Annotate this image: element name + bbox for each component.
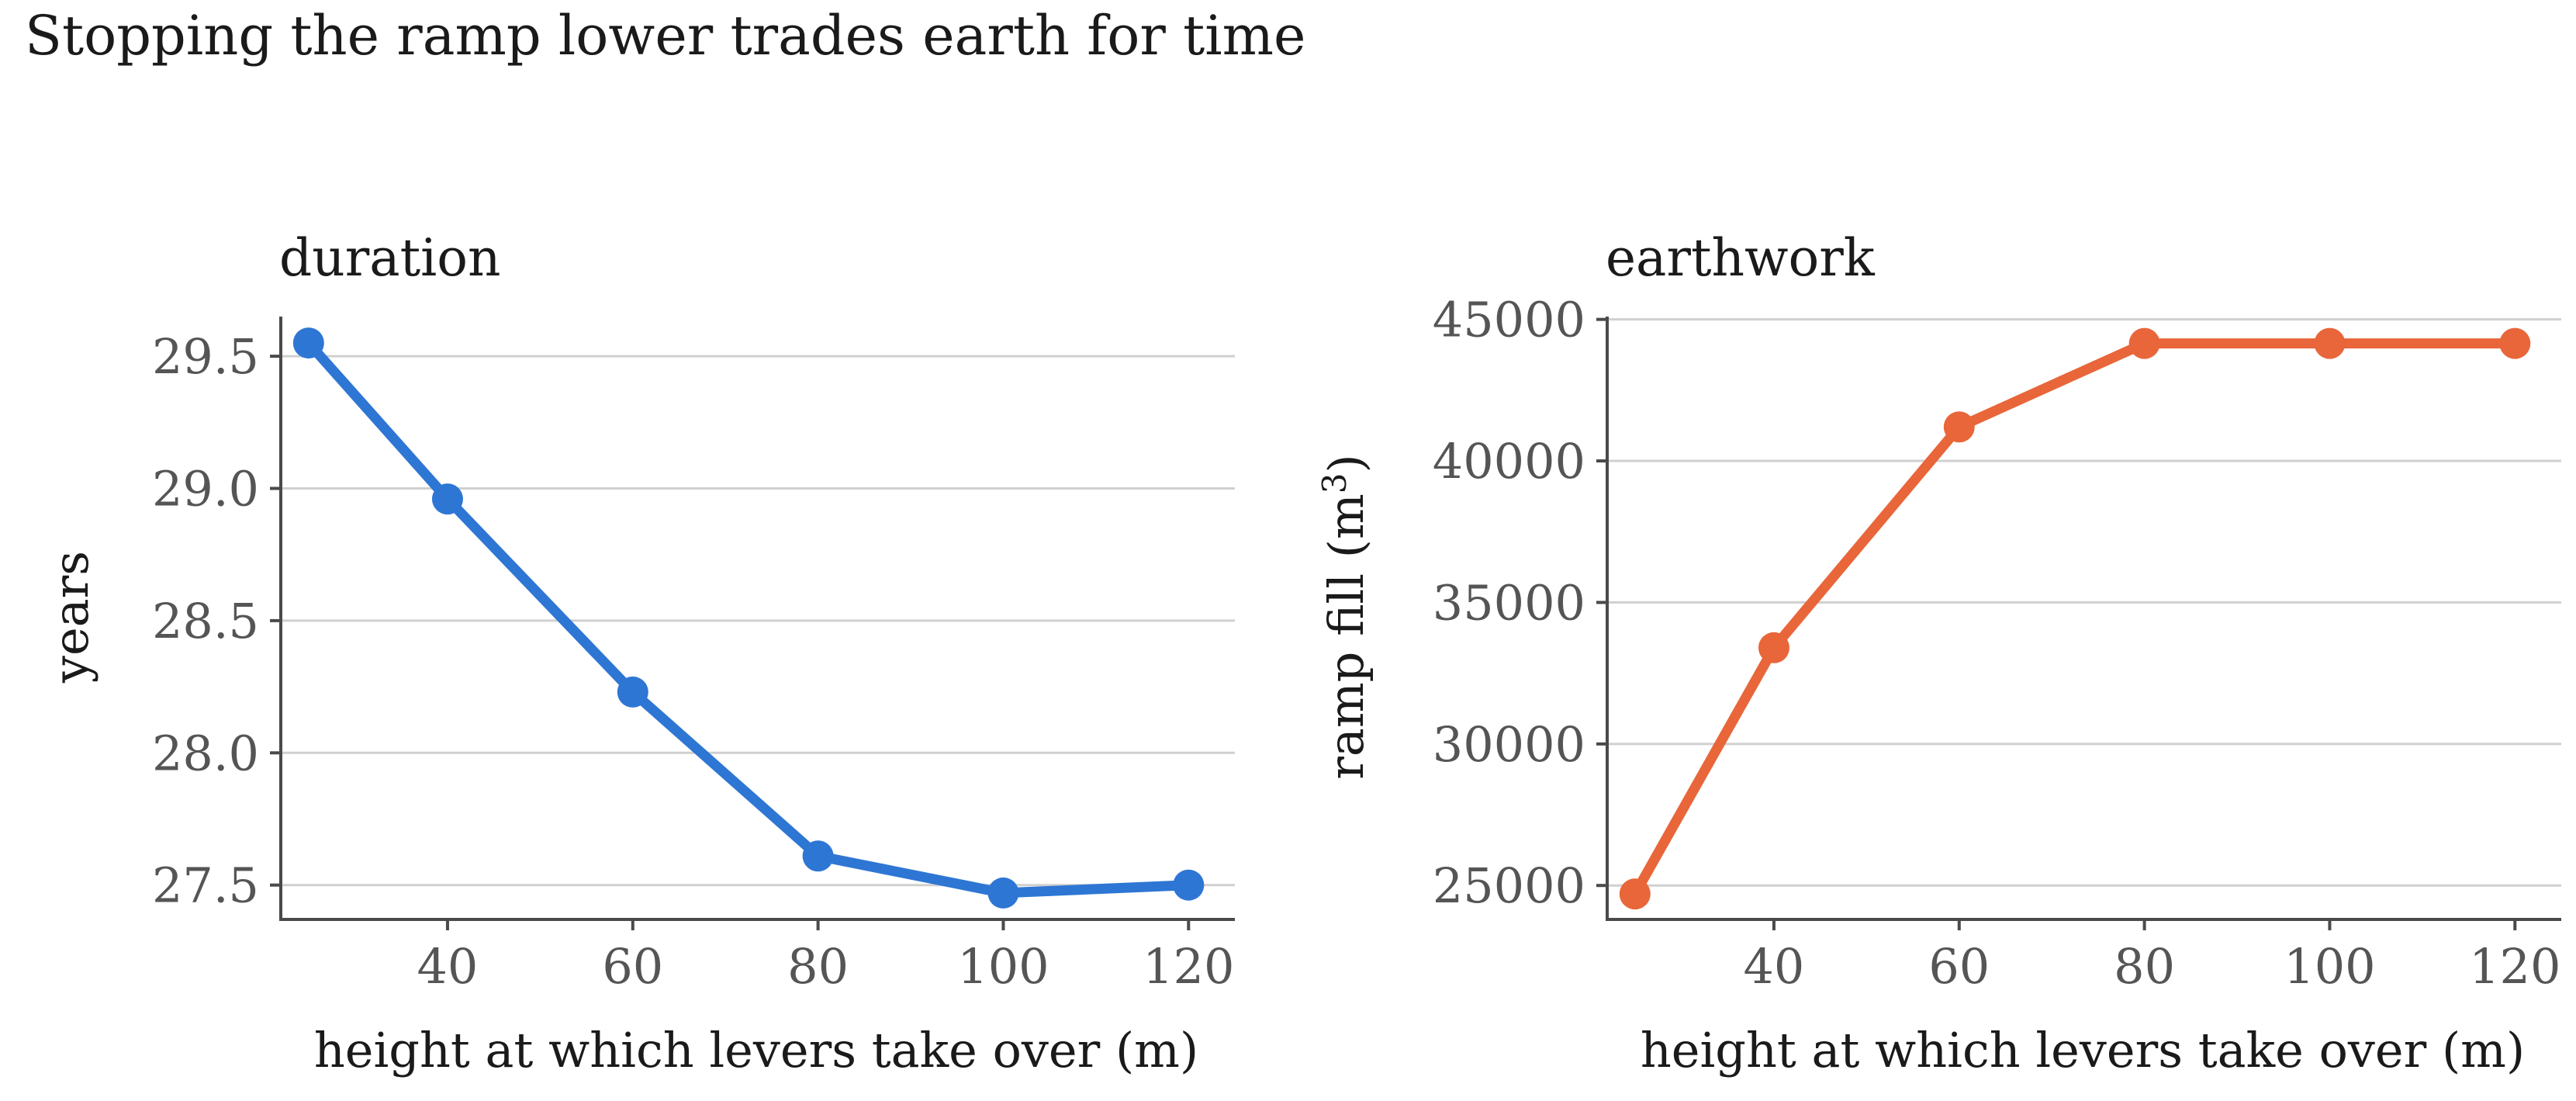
duration-data-point: [617, 676, 648, 708]
duration-data-point: [1173, 869, 1205, 901]
earthwork-ytick-label: 40000: [1433, 433, 1585, 490]
duration-xtick-label: 120: [1143, 938, 1234, 995]
duration-ytick-label: 28.5: [152, 593, 259, 649]
earthwork-data-point: [1619, 878, 1651, 910]
duration-ytick-label: 29.5: [152, 328, 259, 385]
duration-ytick-label: 28.0: [152, 725, 259, 781]
earthwork-ytick-label: 45000: [1433, 292, 1585, 348]
earthwork-axes: [1606, 317, 2561, 921]
duration-data-point: [802, 840, 834, 872]
duration-xtick-label: 40: [417, 938, 478, 995]
earthwork-ytick-label: 35000: [1433, 574, 1585, 631]
earthwork-title: earthwork: [1606, 228, 1876, 288]
earthwork-ytick-label: 30000: [1433, 716, 1585, 773]
earthwork-xtick-label: 100: [2284, 938, 2375, 995]
duration-data-point: [987, 877, 1019, 909]
duration-title: duration: [279, 228, 501, 288]
duration-data-point: [431, 483, 463, 515]
figure-suptitle: Stopping the ramp lower trades earth for…: [25, 4, 1305, 68]
duration-panel: duration height at which levers take ove…: [43, 228, 1235, 1078]
earthwork-ytick-label: 25000: [1433, 857, 1585, 914]
duration-series-line: [303, 338, 1194, 898]
earthwork-xtick-label: 80: [2114, 938, 2175, 995]
earthwork-xtick-label: 40: [1743, 938, 1804, 995]
earthwork-data-point: [1943, 411, 1975, 443]
earthwork-xlabel: height at which levers take over (m): [1641, 1022, 2525, 1078]
earthwork-xtick-label: 60: [1928, 938, 1990, 995]
earthwork-data-point: [2499, 327, 2531, 359]
earthwork-series-line: [1630, 338, 2520, 899]
duration-xtick-label: 80: [787, 938, 849, 995]
earthwork-data-point: [2128, 327, 2160, 359]
duration-data-point: [292, 327, 324, 359]
earthwork-xtick-label: 120: [2469, 938, 2560, 995]
duration-axes: [279, 317, 1235, 921]
earthwork-panel: earthwork height at which levers take ov…: [1316, 228, 2561, 1078]
duration-ylabel: years: [43, 551, 99, 684]
earthwork-data-point: [2314, 327, 2346, 359]
duration-xtick-label: 100: [957, 938, 1049, 995]
duration-ytick-label: 27.5: [152, 857, 259, 914]
duration-xlabel: height at which levers take over (m): [314, 1022, 1198, 1078]
duration-xtick-label: 60: [602, 938, 663, 995]
duration-ytick-label: 29.0: [152, 461, 259, 518]
earthwork-data-point: [1758, 632, 1789, 663]
earthwork-ylabel: ramp fill (m3): [1316, 454, 1374, 779]
